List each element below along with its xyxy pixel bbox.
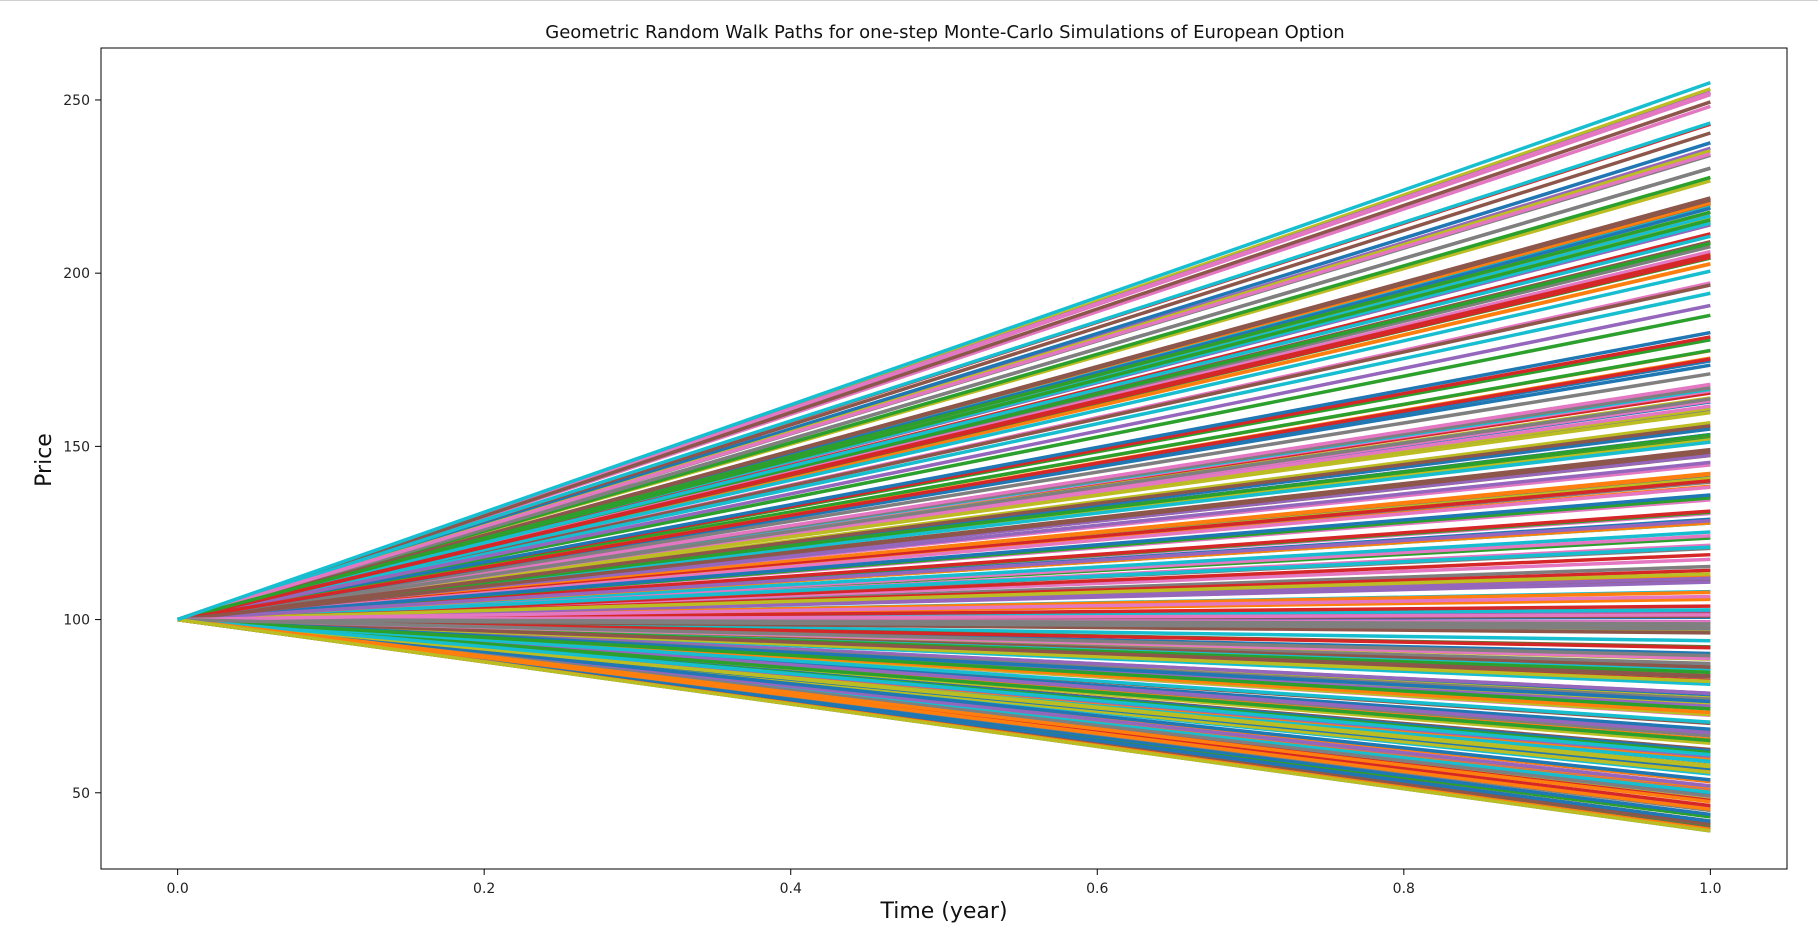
series-path — [177, 493, 1711, 622]
series-path — [177, 166, 1711, 622]
x-axis-label: Time (year) — [879, 899, 1007, 924]
series-path — [177, 372, 1711, 622]
x-tick-label: 0.4 — [780, 881, 802, 897]
series-path — [177, 617, 1711, 804]
series-path — [177, 121, 1711, 622]
series-path — [177, 269, 1711, 622]
y-axis-label: Price — [32, 433, 57, 487]
series-path — [177, 450, 1711, 622]
series-path — [177, 617, 1711, 711]
series-path — [177, 572, 1711, 622]
series-path — [177, 80, 1711, 622]
x-tick-label: 0.2 — [473, 881, 495, 897]
x-tick-label: 0.0 — [167, 881, 189, 897]
series-path — [177, 357, 1711, 622]
series-path — [177, 518, 1711, 622]
top-divider — [0, 0, 1818, 1]
series-path — [177, 234, 1711, 622]
series-path — [177, 545, 1711, 622]
series-path — [177, 617, 1711, 757]
series-path — [177, 410, 1711, 622]
series-path — [177, 198, 1711, 622]
x-axis: 0.0 0.2 0.4 0.6 0.8 1.0 — [167, 869, 1721, 897]
series-path — [177, 291, 1711, 622]
series-path — [177, 617, 1711, 678]
y-tick-label: 50 — [72, 786, 90, 802]
y-tick-label: 100 — [63, 613, 90, 629]
y-tick-label: 200 — [63, 266, 90, 282]
series-path — [177, 617, 1711, 782]
series-path — [177, 255, 1711, 622]
y-axis: 50 100 150 200 250 — [63, 93, 101, 802]
y-tick-label: 250 — [63, 93, 90, 109]
x-tick-label: 1.0 — [1699, 881, 1721, 897]
series-path — [177, 617, 1711, 658]
series-path — [177, 617, 1711, 724]
series-path — [177, 152, 1711, 622]
series-path — [177, 594, 1711, 622]
series-path — [177, 100, 1711, 622]
x-tick-label: 0.6 — [1086, 881, 1108, 897]
x-tick-label: 0.8 — [1393, 881, 1415, 897]
y-tick-label: 150 — [63, 439, 90, 455]
series-path — [177, 617, 1711, 631]
series-path — [177, 303, 1711, 622]
series-paths — [177, 80, 1711, 833]
series-path — [177, 330, 1711, 622]
series-path — [177, 617, 1711, 743]
chart-title: Geometric Random Walk Paths for one-step… — [545, 22, 1344, 43]
series-path — [177, 617, 1711, 833]
series-path — [177, 397, 1711, 622]
plot-frame — [100, 47, 1788, 870]
series-path — [177, 617, 1711, 769]
series-path — [177, 210, 1711, 622]
series-path — [177, 424, 1711, 622]
